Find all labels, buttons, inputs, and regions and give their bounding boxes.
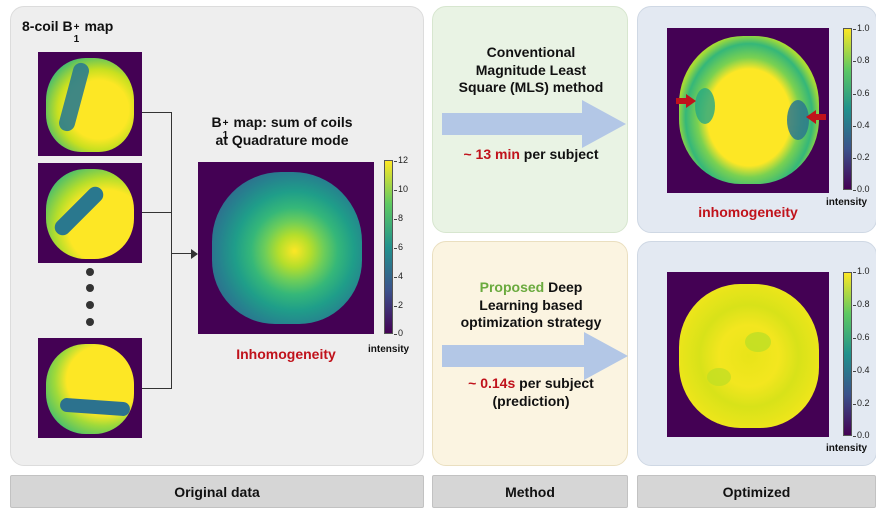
connector-line xyxy=(171,112,172,389)
colorbar-tick: 1.0 xyxy=(853,23,870,33)
method-arrow xyxy=(442,100,626,148)
colorbar-tick: 0.0 xyxy=(853,430,870,440)
connector-line xyxy=(142,112,172,113)
coil-map-title: 8-coil B +1 map xyxy=(22,18,114,45)
colorbar-label: intensity xyxy=(826,197,868,208)
colorbar-tick: 8 xyxy=(393,213,404,223)
ellipsis-dot xyxy=(86,301,94,309)
optimized-dl-map xyxy=(667,272,829,437)
colorbar-tick: 0.2 xyxy=(853,398,870,408)
ellipsis-dot xyxy=(86,268,94,276)
colorbar-tick: 0.4 xyxy=(853,365,870,375)
colorbar-tick: 0.6 xyxy=(853,88,870,98)
proposed-method-title: Proposed Deep Learning based optimizatio… xyxy=(460,279,602,330)
footer-method: Method xyxy=(432,475,628,508)
colorbar-tick: 0.6 xyxy=(853,332,870,342)
connector-line xyxy=(142,388,172,389)
quadrature-sum-map xyxy=(198,162,374,334)
colorbar-tick: 6 xyxy=(393,242,404,252)
footer-optimized: Optimized xyxy=(637,475,876,508)
colorbar-tick: 10 xyxy=(393,184,409,194)
sum-map-title: B +1 map: sum of coils at Quadrature mode xyxy=(211,114,353,148)
sum-colorbar xyxy=(384,160,393,334)
colorbar-tick: 0 xyxy=(393,328,404,338)
colorbar-tick: 4 xyxy=(393,271,404,281)
colorbar-tick: 2 xyxy=(393,300,404,310)
footer-original-data: Original data xyxy=(10,475,424,508)
red-arrow-left xyxy=(676,94,696,108)
optimized-mls-map xyxy=(667,28,829,193)
optimized-colorbar xyxy=(843,272,852,436)
colorbar-tick: 0.8 xyxy=(853,55,870,65)
colorbar-tick: 0.0 xyxy=(853,184,870,194)
red-arrow-right xyxy=(806,110,826,124)
coil-map-8 xyxy=(38,338,142,438)
colorbar-tick: 0.8 xyxy=(853,299,870,309)
connector-arrow xyxy=(191,249,198,259)
connector-line xyxy=(171,253,193,254)
connector-line xyxy=(142,212,172,213)
colorbar-tick: 0.2 xyxy=(853,152,870,162)
colorbar-label: intensity xyxy=(826,443,868,454)
ellipsis-dot xyxy=(86,318,94,326)
inhomogeneity-label: Inhomogeneity xyxy=(236,346,336,362)
proposed-time: ~ 0.14s per subject (prediction) xyxy=(468,375,594,409)
colorbar-tick: 0.4 xyxy=(853,120,870,130)
ellipsis-dot xyxy=(86,284,94,292)
optimized-colorbar xyxy=(843,28,852,190)
method-arrow xyxy=(442,332,628,380)
conventional-method-title: Conventional Magnitude Least Square (MLS… xyxy=(458,44,604,95)
optimized-inhomogeneity-label: inhomogeneity xyxy=(698,204,798,220)
coil-map-1 xyxy=(38,52,142,156)
colorbar-tick: 1.0 xyxy=(853,266,870,276)
colorbar-tick: 12 xyxy=(393,155,409,165)
colorbar-label: intensity xyxy=(368,344,410,355)
coil-map-2 xyxy=(38,163,142,263)
conventional-time: ~ 13 min per subject xyxy=(463,146,599,162)
